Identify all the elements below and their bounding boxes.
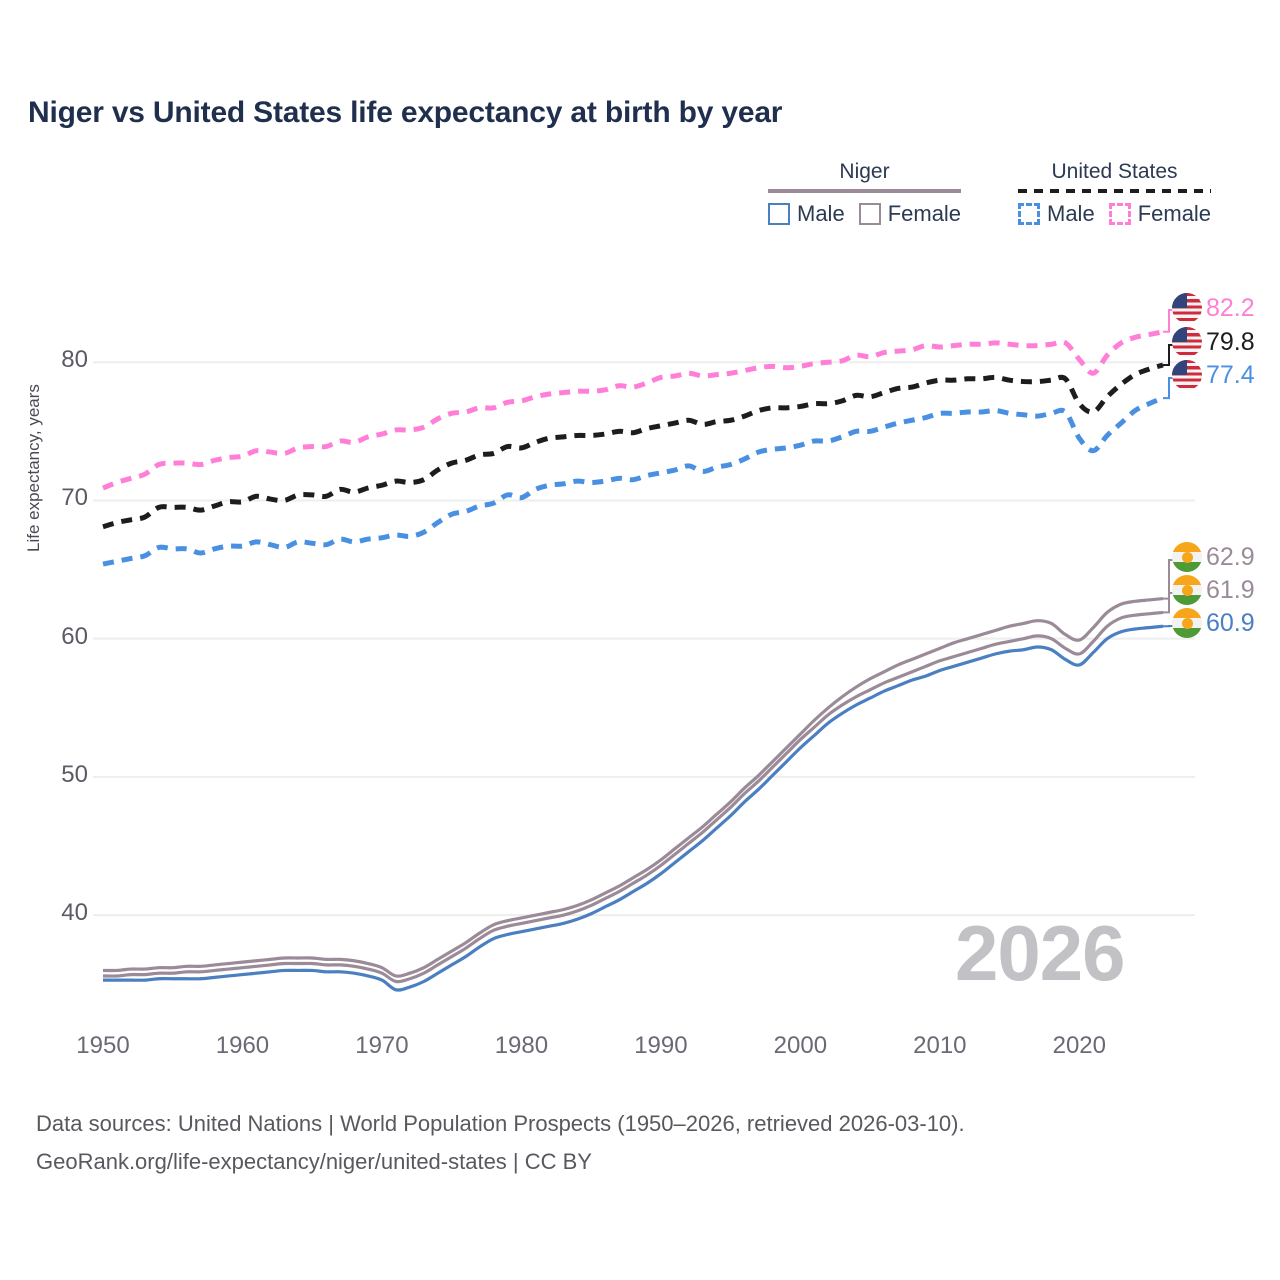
- endpoint-value: 79.8: [1206, 327, 1255, 356]
- series-line: [102, 395, 1164, 567]
- series-line: [102, 362, 1164, 530]
- footer-line-sources: Data sources: United Nations | World Pop…: [36, 1111, 965, 1136]
- y-axis-tick-label: 50: [61, 760, 88, 788]
- legend-item-us-female[interactable]: Female: [1108, 201, 1212, 227]
- series-line: [102, 596, 1164, 978]
- year-watermark: 2026: [955, 909, 1126, 997]
- endpoint-value: 62.9: [1206, 542, 1255, 571]
- dashed-square-icon: [1018, 203, 1040, 225]
- endpoint-value: 61.9: [1206, 575, 1255, 604]
- legend-country-niger: Niger: [839, 160, 890, 183]
- y-axis-label: Life expectancy, years: [24, 384, 43, 552]
- series-line: [102, 610, 1164, 984]
- chart-legend: Niger Male Female United States Male: [760, 160, 1260, 240]
- endpoint-value: 60.9: [1206, 608, 1255, 637]
- legend-label: Female: [887, 201, 962, 226]
- footer-line-url[interactable]: GeoRank.org/life-expectancy/niger/united…: [36, 1149, 592, 1174]
- x-axis-tick-label: 1980: [494, 1032, 549, 1059]
- square-icon: [768, 203, 790, 225]
- footer-credits: Data sources: United Nations | World Pop…: [36, 1105, 965, 1181]
- y-axis-tick-label: 80: [61, 346, 88, 374]
- niger-flag-icon: [1172, 608, 1202, 638]
- legend-group-niger: Niger Male Female: [768, 160, 962, 227]
- x-axis-tick-label: 1990: [634, 1032, 688, 1059]
- legend-label: Male: [797, 201, 845, 226]
- x-axis-tick-label: 1970: [355, 1032, 409, 1059]
- legend-group-united-states: United States Male Female: [1018, 160, 1212, 227]
- united-states-flag-icon: [1172, 327, 1202, 357]
- x-axis-tick-label: 1960: [215, 1032, 270, 1059]
- legend-item-us-male[interactable]: Male: [1018, 201, 1095, 227]
- page-title: Niger vs United States life expectancy a…: [28, 96, 783, 129]
- legend-item-niger-male[interactable]: Male: [768, 201, 845, 227]
- x-axis-tick-label: 2000: [773, 1032, 828, 1059]
- legend-country-united-states: United States: [1051, 160, 1178, 183]
- niger-flag-icon: [1172, 575, 1202, 605]
- y-axis-tick-label: 60: [61, 622, 88, 650]
- dashed-square-icon: [1108, 203, 1131, 225]
- endpoint-label: 62.9: [1172, 542, 1255, 572]
- legend-rule-niger: [768, 189, 962, 193]
- legend-label: Female: [1137, 201, 1212, 226]
- square-icon: [858, 203, 881, 225]
- endpoint-label: 79.8: [1172, 327, 1255, 357]
- endpoint-value: 82.2: [1206, 293, 1255, 322]
- endpoint-label: 82.2: [1172, 293, 1255, 323]
- endpoint-label: 61.9: [1172, 575, 1255, 605]
- endpoint-label: 60.9: [1172, 608, 1255, 638]
- series-line: [102, 624, 1164, 992]
- y-axis-tick-label: 40: [61, 899, 88, 927]
- endpoint-value: 77.4: [1206, 360, 1255, 389]
- y-axis-tick-label: 70: [61, 484, 88, 512]
- united-states-flag-icon: [1172, 360, 1202, 390]
- legend-label: Male: [1047, 201, 1095, 226]
- legend-item-niger-female[interactable]: Female: [858, 201, 962, 227]
- x-axis-tick-label: 2020: [1052, 1032, 1106, 1059]
- endpoint-label: 77.4: [1172, 360, 1255, 390]
- legend-rule-united-states: [1018, 189, 1212, 193]
- niger-flag-icon: [1172, 542, 1202, 572]
- united-states-flag-icon: [1172, 293, 1202, 323]
- x-axis-tick-label: 2010: [913, 1032, 967, 1059]
- x-axis-tick-label: 1950: [76, 1032, 130, 1059]
